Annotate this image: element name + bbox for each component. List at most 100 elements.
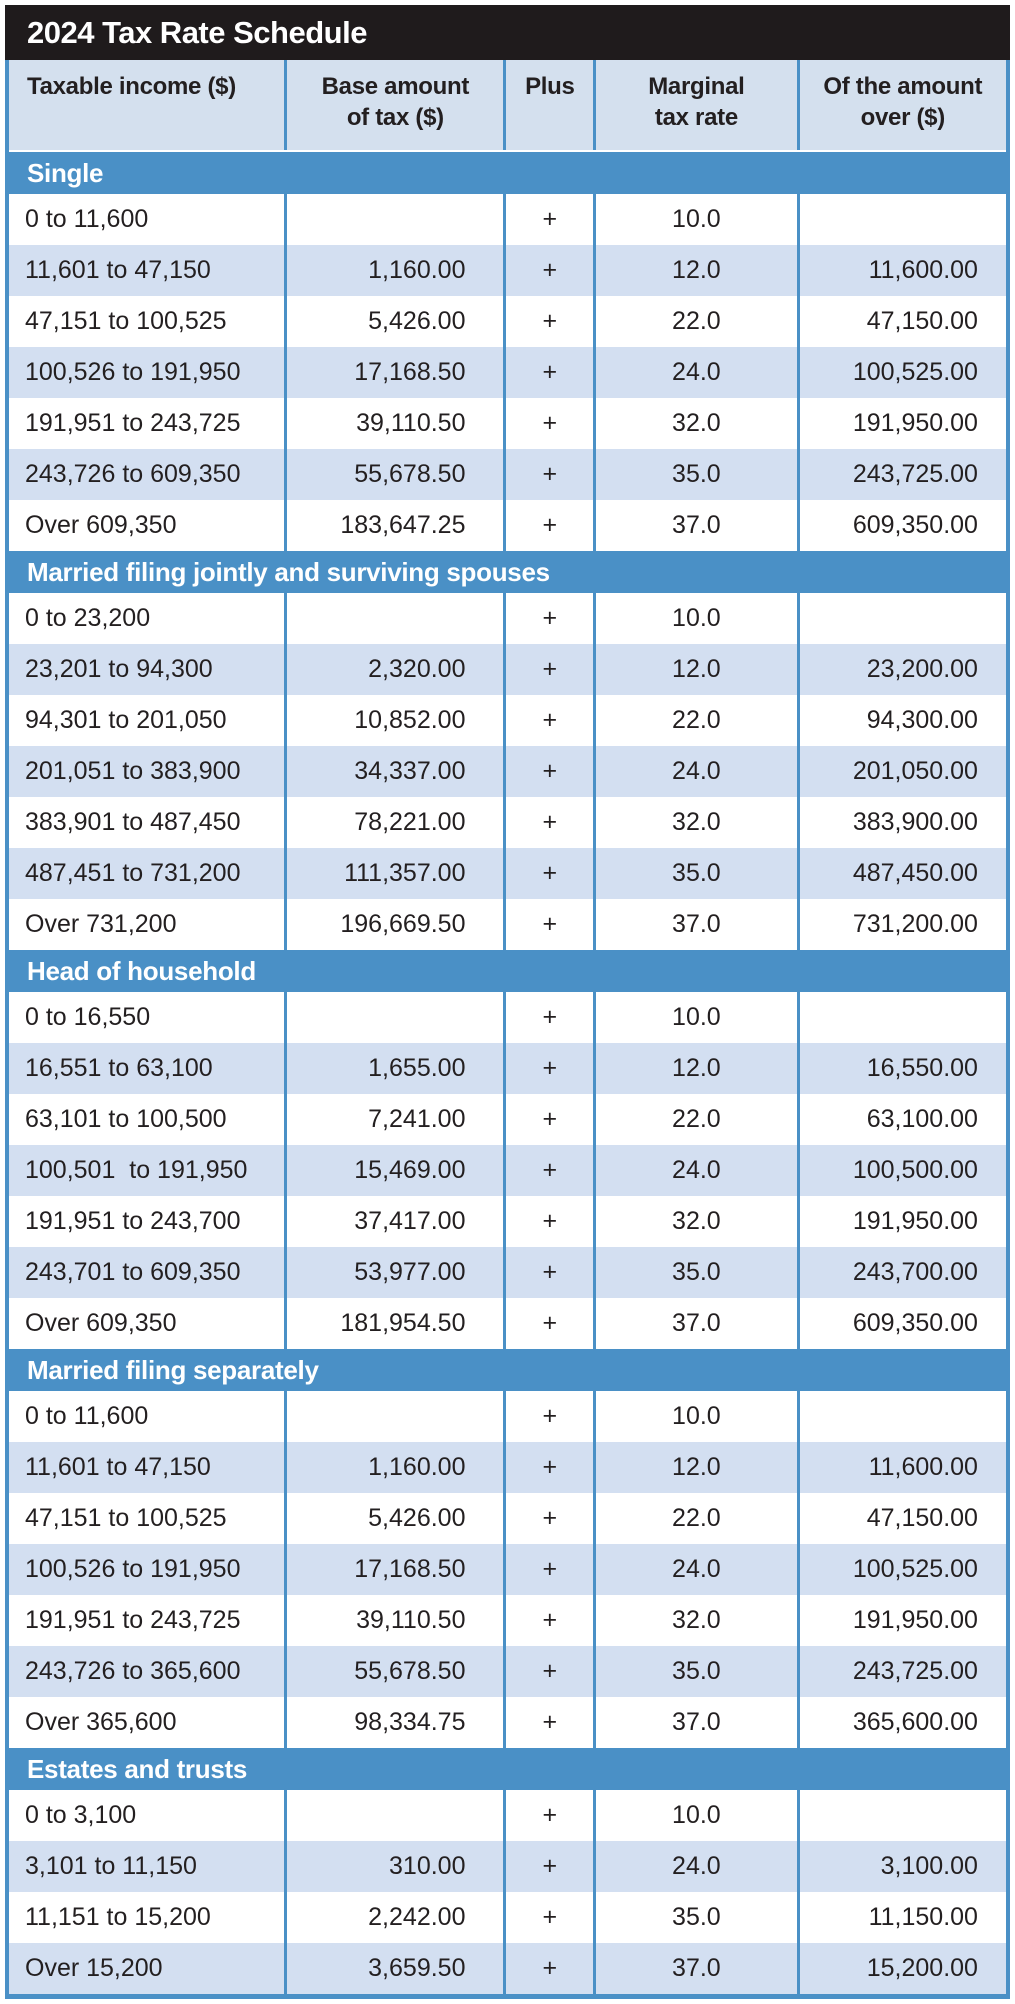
column-header-taxable-income: Taxable income ($) xyxy=(9,60,288,150)
cell-amount-over xyxy=(800,1790,1006,1841)
section-header-label: Estates and trusts xyxy=(27,1753,248,1784)
table-section: Estates and trusts 0 to 3,100 + 10.0 3,1… xyxy=(9,1748,1006,1994)
table-row: 243,726 to 609,350 55,678.50 + 35.0 243,… xyxy=(9,449,1006,500)
cell-base-amount: 1,655.00 xyxy=(287,1043,507,1094)
cell-taxable-income-range: 23,201 to 94,300 xyxy=(9,644,288,695)
cell-plus-sign: + xyxy=(506,1391,597,1442)
cell-amount-over: 243,700.00 xyxy=(852,1258,978,1286)
cell-amount-over: 383,900.00 xyxy=(852,808,978,836)
cell-marginal-rate: 24.0 xyxy=(596,746,800,797)
table-section: Married filing separately 0 to 11,600 + … xyxy=(9,1349,1006,1748)
cell-plus-sign: + xyxy=(506,1145,597,1196)
cell-plus-sign: + xyxy=(506,746,597,797)
cell-plus-sign: + xyxy=(506,245,597,296)
cell-marginal-rate: 12.0 xyxy=(596,245,800,296)
table-row: 191,951 to 243,700 37,417.00 + 32.0 191,… xyxy=(9,1196,1006,1247)
cell-taxable-income-range: 0 to 23,200 xyxy=(9,593,288,644)
cell-base-amount: 17,168.50 xyxy=(287,1544,507,1595)
cell-marginal-rate: 10.0 xyxy=(596,194,800,245)
cell-plus-sign: + xyxy=(506,644,597,695)
cell-marginal-rate: 35.0 xyxy=(596,449,800,500)
cell-taxable-income-range: 100,501 to 191,950 xyxy=(9,1145,288,1196)
cell-amount-over: 11,600.00 xyxy=(868,256,978,284)
cell-amount-over: 191,950.00 xyxy=(852,1606,978,1634)
table-row: Over 15,200 3,659.50 + 37.0 15,200.00 xyxy=(9,1943,1006,1994)
cell-marginal-rate: 10.0 xyxy=(596,992,800,1043)
cell-plus-sign: + xyxy=(506,848,597,899)
cell-taxable-income-range: 243,701 to 609,350 xyxy=(9,1247,288,1298)
table-row: 100,526 to 191,950 17,168.50 + 24.0 100,… xyxy=(9,1544,1006,1595)
cell-marginal-rate: 22.0 xyxy=(596,1493,800,1544)
cell-base-amount xyxy=(287,1790,507,1841)
cell-taxable-income-range: 243,726 to 609,350 xyxy=(9,449,288,500)
table-row: 23,201 to 94,300 2,320.00 + 12.0 23,200.… xyxy=(9,644,1006,695)
cell-amount-over: 23,200.00 xyxy=(866,655,978,683)
cell-taxable-income-range: 383,901 to 487,450 xyxy=(9,797,288,848)
cell-base-amount: 310.00 xyxy=(287,1841,507,1892)
section-header: Head of household xyxy=(9,950,1006,992)
cell-marginal-rate: 12.0 xyxy=(596,1043,800,1094)
section-header: Married filing jointly and surviving spo… xyxy=(9,551,1006,593)
table-row: 383,901 to 487,450 78,221.00 + 32.0 383,… xyxy=(9,797,1006,848)
cell-marginal-rate: 37.0 xyxy=(596,500,800,551)
cell-amount-over: 11,150.00 xyxy=(868,1903,978,1931)
cell-base-amount: 1,160.00 xyxy=(287,1442,507,1493)
cell-plus-sign: + xyxy=(506,1943,597,1994)
cell-plus-sign: + xyxy=(506,1247,597,1298)
table-row: 11,601 to 47,150 1,160.00 + 12.0 11,600.… xyxy=(9,245,1006,296)
cell-amount-over: 609,350.00 xyxy=(852,1309,978,1337)
cell-marginal-rate: 37.0 xyxy=(596,1298,800,1349)
cell-plus-sign: + xyxy=(506,1043,597,1094)
cell-amount-over xyxy=(800,1391,1006,1442)
table-row: 0 to 11,600 + 10.0 xyxy=(9,1391,1006,1442)
cell-taxable-income-range: 11,601 to 47,150 xyxy=(9,245,288,296)
cell-base-amount: 7,241.00 xyxy=(287,1094,507,1145)
cell-taxable-income-range: 0 to 3,100 xyxy=(9,1790,288,1841)
table-row: 100,501 to 191,950 15,469.00 + 24.0 100,… xyxy=(9,1145,1006,1196)
cell-amount-over: 191,950.00 xyxy=(852,1207,978,1235)
cell-plus-sign: + xyxy=(506,899,597,950)
cell-taxable-income-range: 191,951 to 243,700 xyxy=(9,1196,288,1247)
cell-plus-sign: + xyxy=(506,1697,597,1748)
cell-taxable-income-range: 243,726 to 365,600 xyxy=(9,1646,288,1697)
cell-base-amount: 55,678.50 xyxy=(287,449,507,500)
cell-plus-sign: + xyxy=(506,1892,597,1943)
cell-base-amount: 34,337.00 xyxy=(287,746,507,797)
table-row: 0 to 16,550 + 10.0 xyxy=(9,992,1006,1043)
cell-marginal-rate: 35.0 xyxy=(596,1247,800,1298)
title-bar: 2024 Tax Rate Schedule xyxy=(5,5,1010,60)
cell-base-amount: 15,469.00 xyxy=(287,1145,507,1196)
cell-base-amount: 53,977.00 xyxy=(287,1247,507,1298)
cell-plus-sign: + xyxy=(506,1841,597,1892)
table-row: 100,526 to 191,950 17,168.50 + 24.0 100,… xyxy=(9,347,1006,398)
cell-base-amount: 37,417.00 xyxy=(287,1196,507,1247)
column-header-base-amount: Base amount of tax ($) xyxy=(287,60,507,150)
cell-marginal-rate: 37.0 xyxy=(596,1697,800,1748)
cell-base-amount: 78,221.00 xyxy=(287,797,507,848)
cell-marginal-rate: 24.0 xyxy=(596,347,800,398)
cell-marginal-rate: 22.0 xyxy=(596,296,800,347)
cell-base-amount: 181,954.50 xyxy=(287,1298,507,1349)
cell-taxable-income-range: Over 609,350 xyxy=(9,500,288,551)
cell-base-amount: 55,678.50 xyxy=(287,1646,507,1697)
cell-taxable-income-range: 0 to 11,600 xyxy=(9,1391,288,1442)
cell-marginal-rate: 32.0 xyxy=(596,1595,800,1646)
cell-base-amount: 183,647.25 xyxy=(287,500,507,551)
tax-table: Taxable income ($) Base amount of tax ($… xyxy=(5,60,1010,1999)
section-rows: 0 to 11,600 + 10.0 11,601 to 47,150 1,16… xyxy=(9,194,1006,551)
table-header-row: Taxable income ($) Base amount of tax ($… xyxy=(9,60,1006,152)
cell-marginal-rate: 32.0 xyxy=(596,398,800,449)
cell-base-amount: 1,160.00 xyxy=(287,245,507,296)
cell-amount-over: 63,100.00 xyxy=(866,1105,978,1133)
cell-plus-sign: + xyxy=(506,347,597,398)
cell-amount-over: 609,350.00 xyxy=(852,511,978,539)
cell-plus-sign: + xyxy=(506,593,597,644)
cell-plus-sign: + xyxy=(506,1790,597,1841)
cell-amount-over: 94,300.00 xyxy=(866,706,978,734)
cell-amount-over xyxy=(800,593,1006,644)
cell-taxable-income-range: Over 731,200 xyxy=(9,899,288,950)
cell-taxable-income-range: 16,551 to 63,100 xyxy=(9,1043,288,1094)
section-header-label: Married filing jointly and surviving spo… xyxy=(27,556,550,587)
cell-amount-over: 487,450.00 xyxy=(852,859,978,887)
table-section: Single 0 to 11,600 + 10.0 11,601 to 47,1… xyxy=(9,152,1006,551)
